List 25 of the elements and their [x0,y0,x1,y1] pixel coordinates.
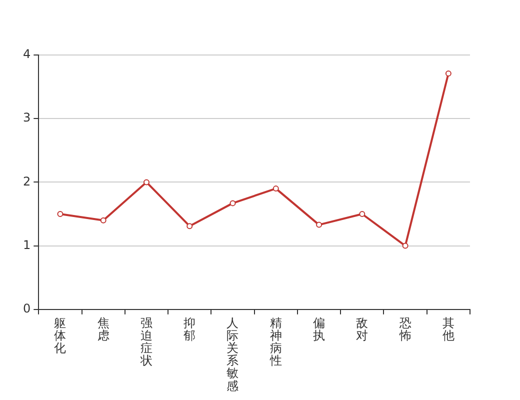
x-tick-label: 精神病性 [268,316,282,368]
x-tick-label: 敌对 [356,316,368,342]
x-tick-label: 强迫症状 [139,316,152,368]
point [100,217,106,224]
point [316,222,322,228]
y-tick-label: 0 [22,302,31,316]
point [402,242,408,249]
point [445,70,452,76]
x-tick-label: 恐怖 [398,316,412,342]
x-tick-label: 抑郁 [184,316,196,342]
x-tick-label: 躯体化 [54,316,66,356]
x-tick-label: 人际关系敏感 [226,316,239,393]
x-tick-label: 焦虑 [97,316,110,342]
point [230,200,236,206]
point [57,211,64,217]
x-tick-label: 其他 [442,316,454,342]
y-tick-label: 4 [22,47,31,62]
point [143,179,150,186]
y-tick-label: 3 [22,110,31,125]
y-tick-label: 2 [22,174,31,188]
point [272,186,279,192]
x-tick-label: 偏执 [313,316,326,342]
y-tick-label: 1 [22,238,31,252]
point [359,211,366,217]
point [186,223,193,230]
